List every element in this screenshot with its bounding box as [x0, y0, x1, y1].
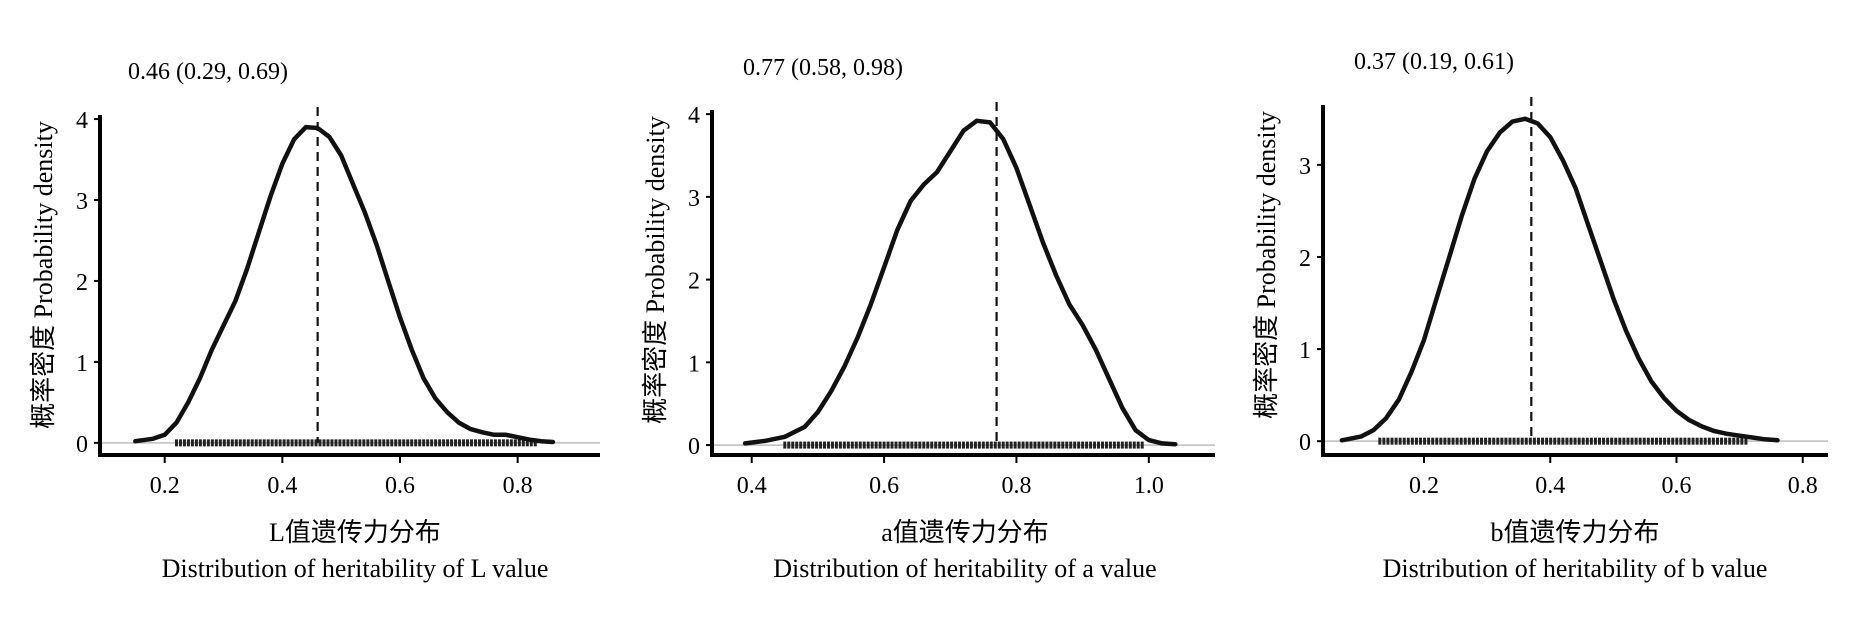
y-tick-label: 0: [1299, 430, 1311, 456]
plot-axes: [98, 115, 600, 457]
y-tick-label: 4: [688, 103, 700, 129]
y-tick-label: 3: [1299, 154, 1311, 180]
x-tick-label: 1.0: [1134, 473, 1164, 499]
y-tick-label: 2: [76, 270, 88, 296]
y-tick-label: 2: [1299, 246, 1311, 272]
x-tick-label: 0.2: [1409, 473, 1439, 499]
y-tick-label: 3: [688, 186, 700, 212]
x-tick-label: 0.8: [503, 473, 533, 499]
x-tick-label: 0.6: [869, 473, 899, 499]
rug-marks: [783, 441, 1144, 449]
y-tick-label: 3: [76, 189, 88, 215]
y-tick-label: 0: [76, 432, 88, 458]
panel-annotation: 0.46 (0.29, 0.69): [128, 59, 288, 85]
x-axis-label-en: Distribution of heritability of a value: [773, 554, 1156, 583]
y-tick-label: 0: [688, 434, 700, 460]
density-curves: [1339, 116, 1780, 443]
rug-marks: [1378, 437, 1748, 445]
axis-ticks: 0 1 2 3 4 0.4 0.6 0.8 1.0: [688, 103, 1164, 499]
y-axis-label: 概率密度 Probability density: [1252, 111, 1281, 419]
density-curves: [133, 124, 556, 445]
x-tick-label: 0.4: [1535, 473, 1565, 499]
density-curves: [742, 118, 1178, 447]
x-axis-label-cn: L值遗传力分布: [269, 518, 441, 547]
axis-ticks: 0 1 2 3 0.2 0.4 0.6 0.8: [1299, 154, 1818, 499]
x-tick-label: 0.2: [150, 473, 180, 499]
y-tick-label: 4: [76, 108, 88, 134]
density-curve: [742, 118, 1178, 447]
density-curve: [1339, 116, 1780, 443]
density-panel-a-value: 0.77 (0.58, 0.98) 概率密度 Probability densi…: [641, 55, 1215, 583]
x-tick-label: 0.4: [267, 473, 297, 499]
x-tick-label: 0.6: [1662, 473, 1692, 499]
axis-ticks: 0 1 2 3 4 0.2 0.4 0.6 0.8: [76, 108, 533, 499]
x-tick-label: 0.4: [737, 473, 767, 499]
panel-annotation: 0.77 (0.58, 0.98): [743, 55, 903, 81]
x-axis-label-cn: b值遗传力分布: [1490, 518, 1659, 547]
plot-axes: [710, 110, 1215, 457]
panel-annotation: 0.37 (0.19, 0.61): [1354, 49, 1514, 75]
plot-axes: [1321, 105, 1828, 457]
x-axis-label-en: Distribution of heritability of L value: [162, 554, 549, 583]
y-tick-label: 1: [76, 351, 88, 377]
density-panel-l-value: 0.46 (0.29, 0.69) 概率密度 Probability densi…: [29, 59, 600, 583]
y-axis-label: 概率密度 Probability density: [29, 121, 58, 429]
x-tick-label: 0.6: [385, 473, 415, 499]
x-axis-label-cn: a值遗传力分布: [881, 518, 1049, 547]
y-axis-label: 概率密度 Probability density: [641, 116, 670, 424]
x-axis-label-en: Distribution of heritability of b value: [1383, 554, 1768, 583]
density-curve: [133, 124, 556, 445]
y-tick-label: 1: [1299, 338, 1311, 364]
x-tick-label: 0.8: [1001, 473, 1031, 499]
x-tick-label: 0.8: [1788, 473, 1818, 499]
density-panel-b-value: 0.37 (0.19, 0.61) 概率密度 Probability densi…: [1252, 49, 1828, 583]
y-tick-label: 2: [688, 269, 700, 295]
y-tick-label: 1: [688, 351, 700, 377]
